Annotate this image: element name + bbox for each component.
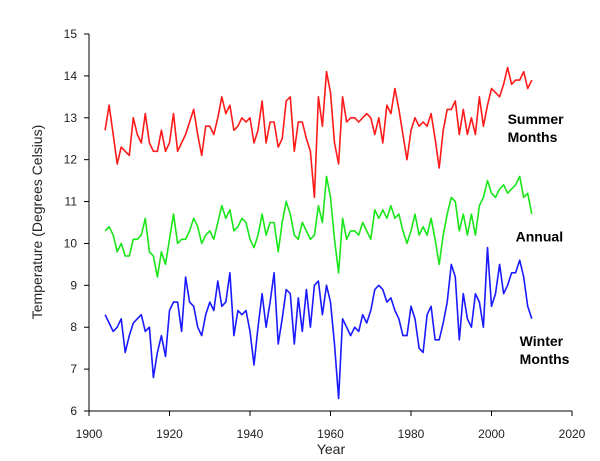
y-tick-label: 11	[65, 195, 78, 209]
x-tick-label: 2000	[478, 427, 505, 441]
y-tick-label: 13	[64, 111, 78, 125]
series-line-annual	[104, 175, 533, 278]
series-label: Months	[520, 351, 570, 367]
y-tick-label: 15	[64, 27, 78, 41]
series-label: Winter	[520, 333, 564, 349]
x-tick-label: 1900	[76, 427, 103, 441]
series-label: Months	[508, 129, 558, 145]
series-label: Annual	[516, 228, 563, 244]
x-axis-title: Year	[317, 441, 346, 457]
chart-ticks: 6 7 8 9 10 11 12 13 14 15 1900 1920 1940 1960 1980 2000…	[64, 27, 586, 441]
y-tick-label: 10	[64, 236, 78, 250]
x-tick-label: 1920	[156, 427, 183, 441]
y-tick-label: 6	[70, 404, 77, 418]
series-line-summer-months	[104, 66, 533, 199]
y-tick-label: 8	[70, 320, 77, 334]
y-tick-label: 7	[70, 362, 77, 376]
x-tick-label: 1940	[237, 427, 264, 441]
x-tick-label: 1980	[398, 427, 425, 441]
x-tick-label: 1960	[317, 427, 344, 441]
series-label: Summer	[508, 111, 565, 127]
y-tick-label: 9	[70, 278, 77, 292]
y-tick-label: 14	[64, 69, 78, 83]
y-axis-title: Temperature (Degrees Celsius)	[29, 125, 45, 320]
x-tick-label: 2020	[559, 427, 586, 441]
chart-series-labels: Summer Months Annual Winter Months	[508, 111, 570, 367]
chart-series	[104, 66, 533, 400]
series-line-winter-months	[104, 246, 533, 400]
y-tick-label: 12	[64, 153, 78, 167]
